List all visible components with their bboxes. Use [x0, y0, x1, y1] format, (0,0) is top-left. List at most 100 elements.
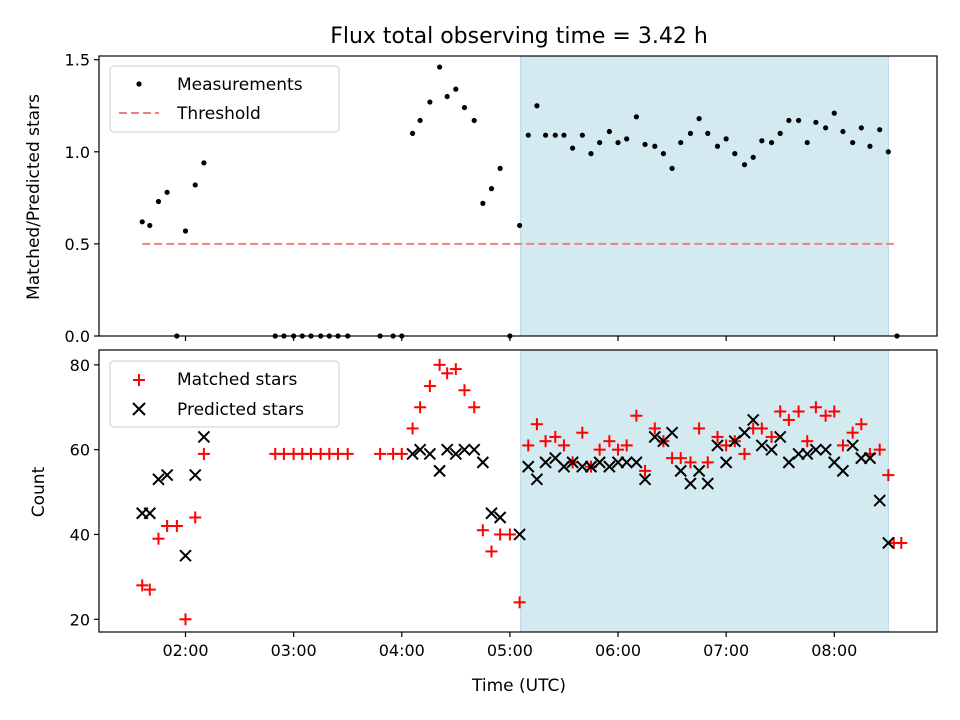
predicted-star-point: [620, 456, 633, 469]
matched-star-point: [882, 469, 895, 482]
x-tick-label: 06:00: [595, 641, 641, 660]
predicted-star-point: [493, 511, 507, 524]
predicted-star-point: [738, 426, 751, 439]
x-tick-label: 02:00: [162, 641, 208, 660]
measurement-point: [669, 165, 675, 171]
matched-star-point: [603, 435, 616, 448]
predicted-star-point: [433, 464, 446, 478]
matched-star-point: [530, 418, 543, 431]
matched-star-point: [620, 439, 633, 452]
matched-star-point: [449, 363, 462, 376]
measurement-point: [480, 200, 486, 206]
observing-window-span: [520, 55, 889, 337]
y-tick-label: 80: [70, 356, 90, 375]
measurement-point: [453, 86, 459, 92]
predicted-star-point: [566, 456, 579, 469]
ratio-panel-frame: [98, 55, 938, 337]
predicted-star-point: [160, 468, 174, 482]
predicted-star-point: [513, 528, 526, 541]
predicted-star-point: [593, 456, 606, 469]
observing-window-span: [520, 349, 889, 633]
x-tick-label: 08:00: [811, 641, 857, 660]
measurement-point: [201, 160, 207, 166]
measurement-point: [840, 128, 846, 135]
predicted-star-point: [440, 443, 454, 456]
predicted-star-point: [476, 456, 490, 469]
predicted-star-point: [755, 439, 769, 452]
matched-star-point: [674, 452, 687, 465]
ratio-panel: 0.0 0.5 1.0 1.5 Matched/Predicted stars Mea…: [24, 51, 938, 346]
measurement-point: [561, 132, 567, 138]
measurement-point: [858, 125, 864, 131]
measurement-point: [705, 130, 711, 136]
y-tick-label: 0.5: [65, 235, 90, 254]
predicted-star-point: [674, 464, 687, 478]
ratio-x-ticks: [184, 336, 835, 341]
matched-star-point: [179, 613, 192, 626]
predicted-star-point: [413, 443, 427, 456]
matched-star-point: [774, 405, 787, 418]
x-tick-label: 04:00: [379, 641, 425, 660]
matched-star-point: [782, 413, 795, 426]
measurement-point: [795, 117, 802, 124]
ratio-y-axis-label: Matched/Predicted stars: [24, 94, 44, 300]
predicted-star-point: [557, 460, 571, 473]
matched-star-point: [476, 524, 489, 537]
predicted-star-point: [539, 456, 552, 469]
predicted-star-point: [179, 549, 192, 562]
matched-star-point: [503, 528, 516, 541]
count-x-axis: 02:00 03:00 04:00 05:00 06:00 07:00 08:00: [162, 632, 857, 660]
count-legend-box: [109, 360, 340, 428]
matched-stars-legend-marker: [133, 374, 145, 386]
predicted-star-point: [603, 460, 616, 473]
x-tick-label: 07:00: [703, 641, 749, 660]
measurement-point: [437, 64, 443, 70]
matched-star-point: [152, 532, 165, 545]
matched-star-point: [648, 422, 661, 435]
matched-star-point: [197, 447, 210, 460]
matched-star-point: [341, 447, 354, 460]
measurement-point: [552, 132, 558, 138]
measurement-point: [714, 143, 721, 149]
measurement-point: [570, 145, 576, 151]
predicted-star-point: [719, 456, 733, 469]
y-tick-label: 0.0: [65, 327, 90, 346]
measurement-point: [732, 151, 738, 157]
predicted-star-point: [846, 439, 859, 452]
predicted-star-point: [468, 443, 481, 456]
matched-star-point: [170, 519, 183, 532]
measurement-point: [867, 143, 873, 149]
matched-star-point: [836, 439, 849, 452]
matched-star-point: [458, 384, 471, 397]
count-y-axis: 20 40 60 80: [70, 356, 99, 629]
y-tick-label: 60: [70, 441, 90, 460]
measurement-point: [517, 222, 523, 229]
measurement-point: [606, 128, 612, 135]
measurement-point: [192, 182, 198, 188]
count-legend: Matched stars Predicted stars: [109, 360, 340, 428]
count-y-axis-label: Count: [29, 466, 49, 517]
measurement-point: [497, 165, 503, 171]
predicted-star-point: [189, 468, 202, 482]
predicted-star-point: [449, 447, 463, 461]
measurement-point: [687, 130, 694, 136]
matched-star-point: [136, 579, 149, 592]
predicted-star-point: [711, 439, 724, 452]
predicted-star-point: [765, 443, 778, 456]
predicted-star-point: [406, 447, 419, 461]
measurements-legend-label: Measurements: [177, 75, 303, 95]
matched-star-point: [557, 439, 570, 452]
measurement-point: [813, 119, 819, 125]
matched-star-point: [755, 422, 768, 435]
x-tick-label: 05:00: [487, 641, 533, 660]
matched-star-point: [855, 418, 868, 431]
measurement-point: [885, 149, 891, 155]
predicted-stars-series: [136, 413, 895, 562]
measurement-point: [147, 222, 153, 229]
predicted-star-point: [522, 460, 535, 473]
x-axis-label: Time (UTC): [471, 676, 566, 696]
predicted-star-point: [665, 426, 679, 439]
matched-star-point: [693, 422, 706, 435]
